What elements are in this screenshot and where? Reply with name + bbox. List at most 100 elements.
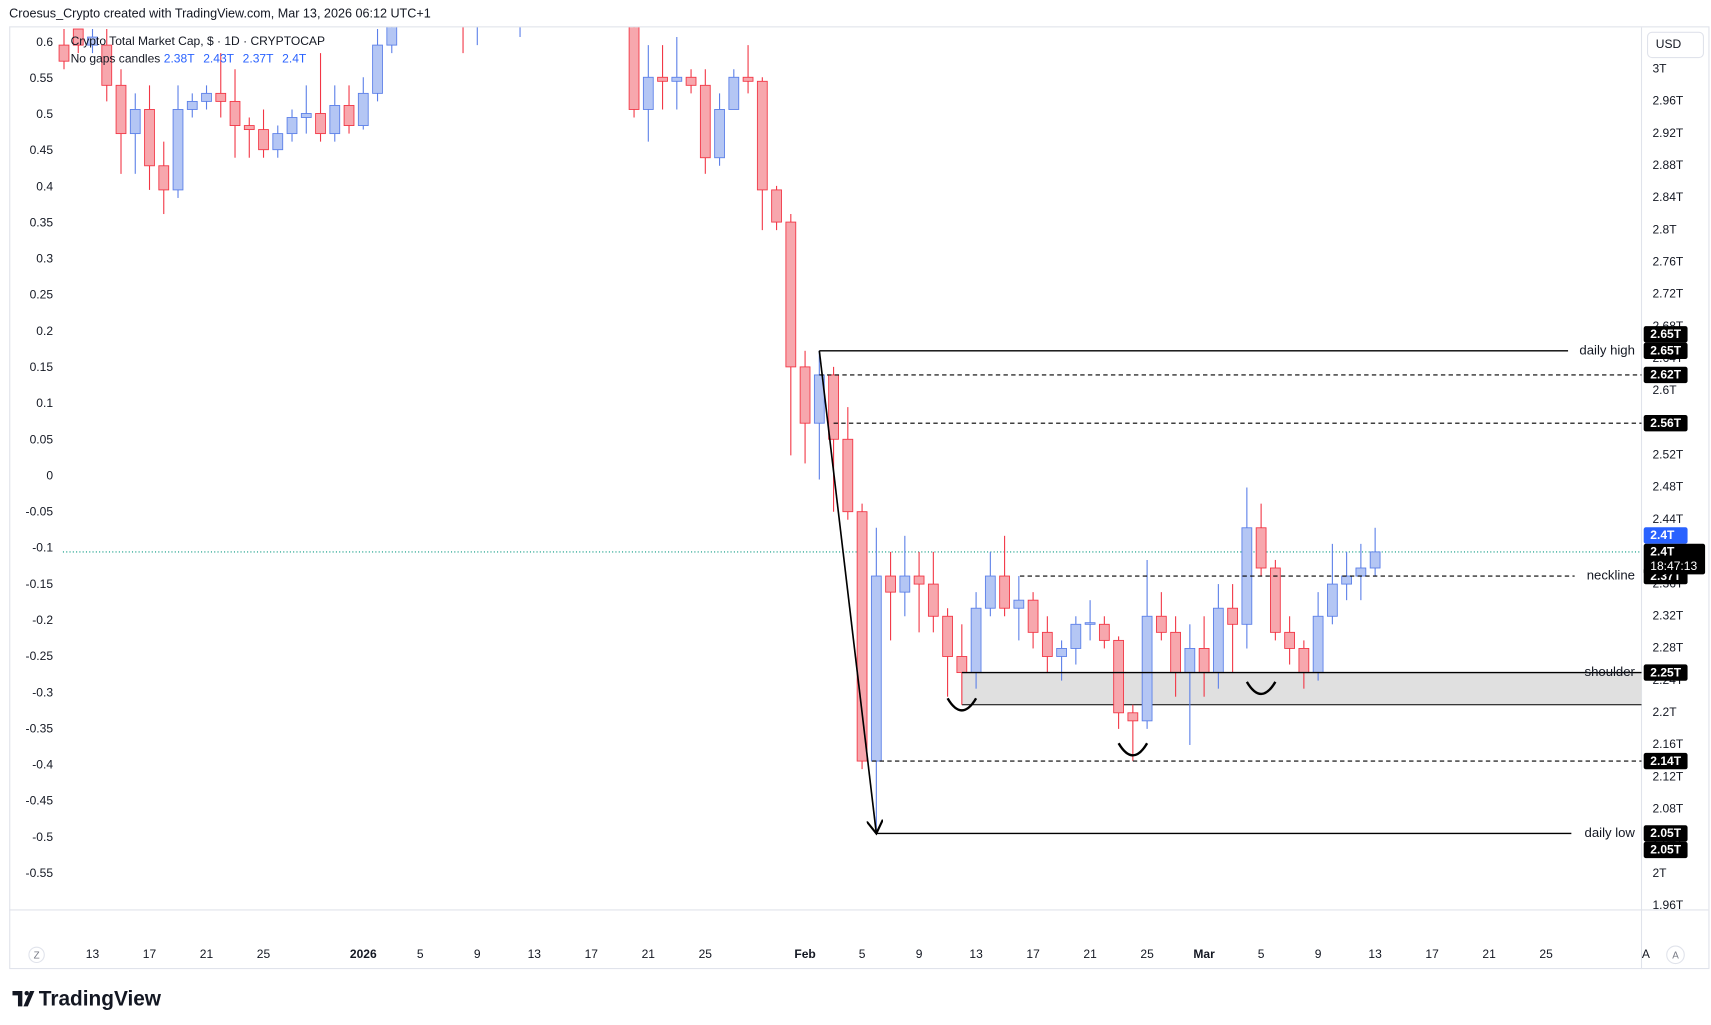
candle-body bbox=[372, 44, 383, 94]
candle-body bbox=[343, 105, 355, 126]
legend-title: Crypto Total Market Cap, $ · 1D · CRYPTO… bbox=[71, 34, 325, 48]
candle-body bbox=[229, 100, 241, 126]
price-label: 2.14T bbox=[1650, 754, 1681, 768]
time-tick-label: 21 bbox=[642, 947, 656, 961]
candle-body bbox=[927, 583, 939, 617]
candle-body bbox=[1284, 631, 1295, 649]
candle-body bbox=[1227, 607, 1238, 625]
left-button[interactable] bbox=[28, 946, 45, 964]
level-name: neckline bbox=[1587, 568, 1635, 583]
time-tick-label: 25 bbox=[1140, 947, 1154, 961]
price-label: 2.05T bbox=[1650, 843, 1681, 857]
time-tick-label: 17 bbox=[585, 947, 599, 961]
candle-body bbox=[728, 76, 740, 110]
candle-body bbox=[885, 575, 896, 593]
price-tick-label: 2.08T bbox=[1652, 802, 1683, 816]
candle-body bbox=[742, 76, 754, 82]
time-tick-label: 9 bbox=[474, 947, 481, 961]
legend-value: 2.38T bbox=[164, 51, 195, 65]
candle-body bbox=[357, 92, 369, 126]
candle-body bbox=[129, 109, 141, 135]
time-tick-label: 25 bbox=[699, 947, 713, 961]
candle-body bbox=[1170, 631, 1181, 674]
left-tick-label: 0.4 bbox=[36, 179, 53, 193]
time-tick-label: 17 bbox=[1425, 947, 1439, 961]
left-tick-label: -0.35 bbox=[26, 721, 54, 735]
left-tick-label: 0.15 bbox=[30, 360, 54, 374]
left-tick-label: 0.3 bbox=[36, 252, 53, 266]
time-tick-label: 25 bbox=[257, 947, 271, 961]
price-tick-label: 2.88T bbox=[1652, 158, 1683, 172]
currency-button[interactable] bbox=[1646, 31, 1705, 59]
candle-body bbox=[970, 607, 982, 674]
legend-subtitle: No gaps candles bbox=[71, 51, 161, 65]
candle-body bbox=[828, 374, 839, 440]
left-tick-label: 0.6 bbox=[36, 35, 53, 49]
auto-button-label[interactable]: A bbox=[1672, 951, 1679, 962]
candle-body bbox=[329, 105, 341, 135]
left-tick-label: -0.1 bbox=[32, 541, 53, 555]
price-tick-label: 3T bbox=[1652, 61, 1667, 75]
price-tick-label: 2.52T bbox=[1652, 448, 1683, 462]
candle-body bbox=[899, 575, 911, 593]
price-label-box bbox=[1643, 664, 1688, 681]
time-tick-label: 9 bbox=[1315, 947, 1322, 961]
left-button-label[interactable]: Z bbox=[34, 951, 40, 962]
left-tick-label: 0.25 bbox=[30, 288, 54, 302]
frame bbox=[9, 26, 1710, 970]
time-tick-label: 13 bbox=[1368, 947, 1382, 961]
price-tick-label: 2.44T bbox=[1652, 512, 1683, 526]
price-tick-label: 2.12T bbox=[1652, 769, 1683, 783]
last-price-box bbox=[1643, 527, 1688, 544]
price-label-box bbox=[1643, 825, 1688, 842]
candle-body bbox=[799, 366, 811, 424]
candle-body bbox=[1341, 575, 1352, 585]
time-tick-label: 13 bbox=[969, 947, 983, 961]
candle-body bbox=[699, 84, 711, 159]
candle-body bbox=[657, 76, 668, 82]
price-label: 2.62T bbox=[1650, 368, 1681, 382]
price-label-box bbox=[1643, 414, 1688, 432]
price-tick-label: 2.16T bbox=[1652, 737, 1683, 751]
price-tick-label: 2.28T bbox=[1652, 641, 1683, 655]
candle-body bbox=[984, 575, 996, 609]
candle-body bbox=[1212, 607, 1224, 674]
price-tick-label: 2.72T bbox=[1652, 287, 1683, 301]
left-tick-label: 0.05 bbox=[30, 432, 54, 446]
time-tick-label: 21 bbox=[1083, 947, 1097, 961]
candle-body bbox=[300, 113, 312, 118]
level-name: daily low bbox=[1585, 825, 1636, 840]
time-tick-label: 5 bbox=[859, 947, 866, 961]
time-tick-label: 13 bbox=[86, 947, 100, 961]
candle-body bbox=[1098, 623, 1110, 641]
candle-body bbox=[1198, 648, 1210, 674]
header: Croesus_Crypto created with TradingView.… bbox=[9, 7, 431, 21]
price-label: 2.65T bbox=[1650, 327, 1681, 341]
candle-body bbox=[258, 129, 269, 151]
candle-body bbox=[1070, 623, 1082, 649]
candle-body bbox=[913, 575, 925, 585]
currency-label[interactable]: USD bbox=[1656, 37, 1682, 51]
candle-body bbox=[1312, 615, 1324, 674]
candle-body bbox=[286, 117, 298, 135]
candle-body bbox=[785, 221, 797, 368]
auto-button[interactable] bbox=[1666, 945, 1685, 965]
time-tick-label: 13 bbox=[528, 947, 542, 961]
candle-body bbox=[642, 76, 654, 110]
pattern-arc bbox=[1117, 742, 1149, 757]
time-tick-label: 21 bbox=[200, 947, 214, 961]
price-tick-label: 2.84T bbox=[1652, 190, 1683, 204]
left-tick-label: 0.35 bbox=[30, 215, 54, 229]
left-tick-label: -0.3 bbox=[32, 685, 53, 699]
left-tick-label: 0.45 bbox=[30, 143, 54, 157]
level-name: daily high bbox=[1579, 342, 1635, 357]
candle-body bbox=[115, 84, 127, 135]
price-label-box bbox=[1643, 326, 1688, 343]
candle-body bbox=[999, 575, 1010, 609]
left-tick-label: -0.55 bbox=[26, 866, 54, 880]
candle-body bbox=[1269, 567, 1281, 633]
price-tick-label: 2.48T bbox=[1652, 480, 1683, 494]
candle-body bbox=[1155, 615, 1167, 633]
